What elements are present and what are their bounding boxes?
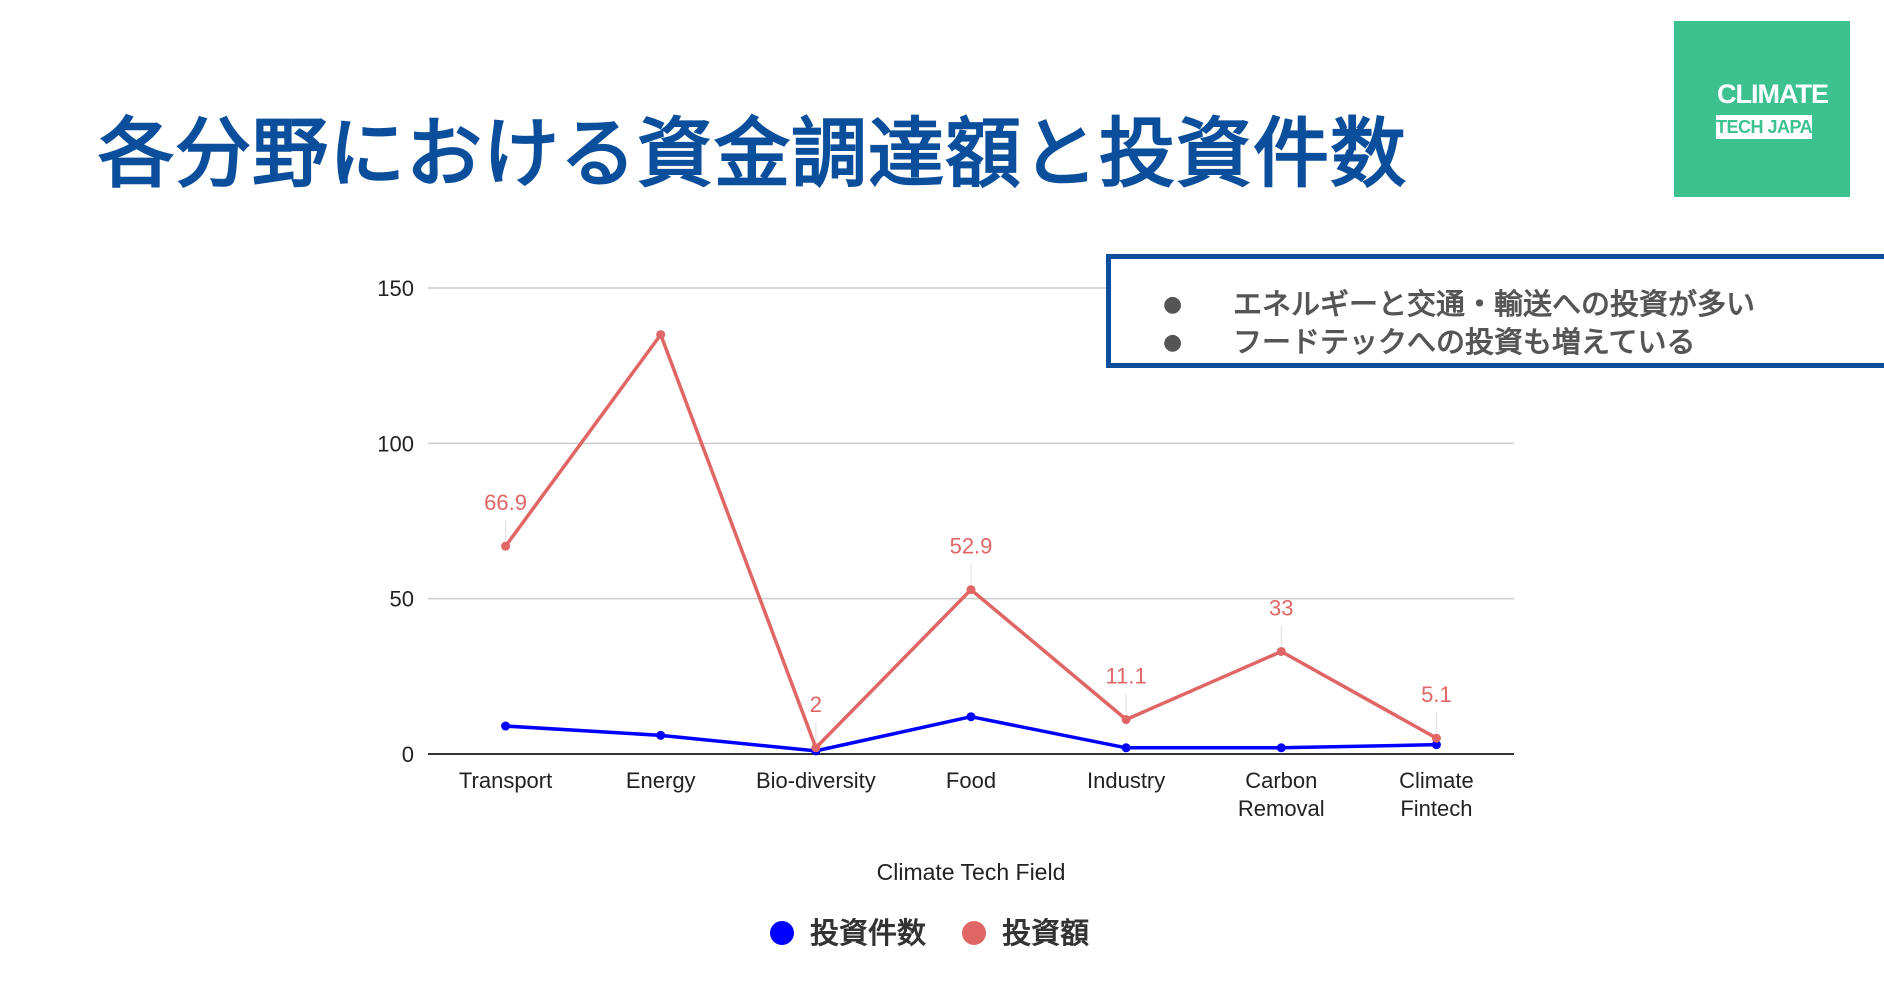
key-point-item: ● フードテックへの投資も増えている [1163,319,1696,361]
data-point[interactable] [1276,743,1286,753]
logo-line-tech-japan: TECH JAPAN [1716,115,1825,139]
data-point[interactable] [966,585,976,595]
data-label: 52.9 [950,534,993,559]
x-tick-label: Bio-diversity [756,768,876,793]
x-tick-label: Industry [1087,768,1165,793]
x-tick-label: Food [946,768,996,793]
x-tick-label: Carbon Removal [1238,768,1325,821]
legend-marker-icon [770,921,794,945]
series-investment-count [501,712,1441,756]
key-point-item: ● エネルギーと交通・輸送への投資が多い [1163,281,1755,323]
y-axis-ticks: 0 50 100 150 [377,276,414,767]
y-tick-label: 50 [390,587,414,612]
data-label: 11.1 [1106,664,1147,689]
data-point[interactable] [966,712,976,722]
data-label: 33 [1269,595,1293,620]
series-investment-amount: 66.9 2 52.9 11.1 33 5.1 [484,330,1452,753]
data-point[interactable] [811,743,821,753]
key-points-callout: ● エネルギーと交通・輸送への投資が多い ● フードテックへの投資も増えている [1106,254,1884,368]
data-point[interactable] [656,330,666,340]
legend-item-investment-count[interactable]: 投資件数 [770,910,926,952]
x-axis-title: Climate Tech Field [877,859,1066,885]
key-point-text: フードテックへの投資も増えている [1233,325,1696,359]
chart-series: 66.9 2 52.9 11.1 33 5.1 [484,330,1452,756]
data-point[interactable] [1121,743,1131,753]
legend-label: 投資額 [1002,916,1090,950]
legend-item-investment-amount[interactable]: 投資額 [962,910,1089,952]
data-label: 2 [810,692,822,717]
y-tick-label: 150 [377,276,414,301]
chart-legend: 投資件数 投資額 [770,910,1115,952]
series-line [505,714,1437,753]
logo-line-climate: CLIMATE [1717,79,1829,109]
bullet-icon: ● [1163,330,1183,355]
data-point[interactable] [1121,715,1131,725]
legend-marker-icon [962,921,987,945]
data-point[interactable] [1431,740,1441,750]
y-tick-label: 0 [402,742,414,767]
data-label: 66.9 [484,490,527,515]
data-point[interactable] [656,730,666,740]
x-tick-label: Energy [626,768,696,793]
data-point[interactable] [501,721,511,731]
key-point-text: エネルギーと交通・輸送への投資が多い [1233,287,1756,321]
x-axis-ticks: Transport Energy Bio-diversity Food Industry… [459,768,1474,821]
x-tick-label: Climate Fintech [1399,768,1474,821]
data-point[interactable] [501,541,511,551]
data-point[interactable] [1276,646,1286,656]
legend-label: 投資件数 [810,916,927,950]
page-title: 各分野における資金調達額と投資件数 [98,109,1407,198]
data-label: 5.1 [1421,682,1452,707]
climate-tech-japan-logo: CLIMATE TECH JAPAN [1674,21,1850,197]
bullet-icon: ● [1163,292,1183,317]
y-tick-label: 100 [377,431,414,456]
x-tick-label: Transport [459,768,552,793]
data-point[interactable] [1431,733,1441,743]
